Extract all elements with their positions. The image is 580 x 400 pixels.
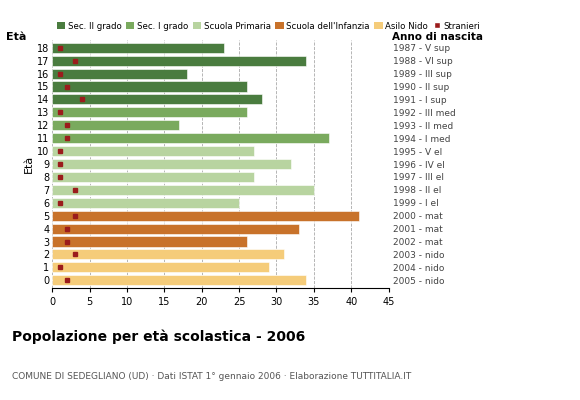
Y-axis label: Età: Età [24, 155, 34, 173]
Bar [52, 82, 246, 92]
Bar [52, 236, 246, 246]
Text: Età: Età [6, 32, 26, 42]
Bar [52, 133, 329, 143]
Bar [52, 56, 306, 66]
Text: COMUNE DI SEDEGLIANO (UD) · Dati ISTAT 1° gennaio 2006 · Elaborazione TUTTITALIA: COMUNE DI SEDEGLIANO (UD) · Dati ISTAT 1… [12, 372, 411, 381]
Bar [52, 43, 224, 53]
Bar [52, 249, 284, 260]
Bar [52, 211, 358, 221]
Text: Popolazione per età scolastica - 2006: Popolazione per età scolastica - 2006 [12, 330, 305, 344]
Bar [52, 146, 254, 156]
Bar [52, 94, 262, 104]
Bar [52, 159, 291, 169]
Text: Anno di nascita: Anno di nascita [392, 32, 483, 42]
Bar [52, 107, 246, 117]
Bar [52, 262, 269, 272]
Bar [52, 275, 306, 285]
Bar [52, 224, 299, 234]
Bar [52, 120, 179, 130]
Bar [52, 172, 254, 182]
Bar [52, 185, 314, 195]
Legend: Sec. II grado, Sec. I grado, Scuola Primaria, Scuola dell'Infanzia, Asilo Nido, : Sec. II grado, Sec. I grado, Scuola Prim… [56, 22, 480, 31]
Bar [52, 198, 239, 208]
Bar [52, 68, 187, 79]
